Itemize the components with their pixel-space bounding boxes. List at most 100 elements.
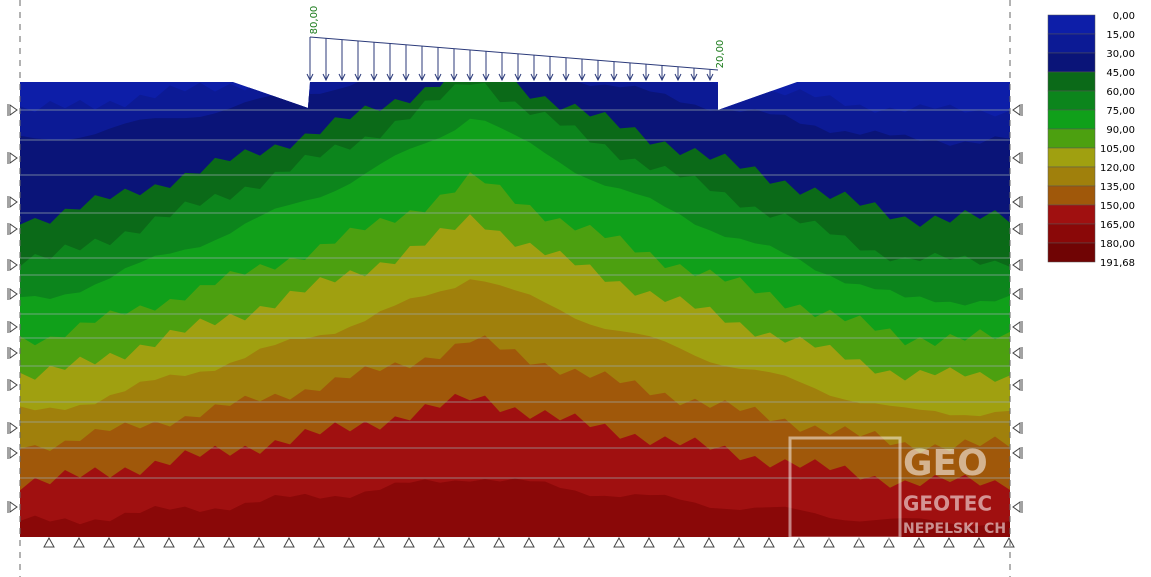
legend-label: 45,00	[1106, 68, 1135, 79]
load-label: 80,00	[309, 6, 320, 35]
support	[1012, 223, 1023, 235]
load-arrow	[578, 59, 586, 82]
support	[793, 536, 805, 548]
support	[7, 501, 18, 513]
support	[7, 223, 18, 235]
support	[1012, 104, 1023, 116]
support	[1012, 379, 1023, 391]
legend-label: 191,68	[1100, 258, 1135, 269]
support	[7, 259, 18, 271]
support	[7, 152, 18, 164]
support	[853, 536, 865, 548]
legend-label: 120,00	[1100, 163, 1135, 174]
support	[643, 536, 655, 548]
legend-label: 180,00	[1100, 239, 1135, 250]
load-arrow	[386, 43, 394, 82]
support	[703, 536, 715, 548]
load-arrow	[674, 66, 682, 82]
legend-swatch	[1047, 147, 1096, 168]
legend-swatch	[1047, 223, 1096, 244]
support	[1012, 447, 1023, 459]
support	[973, 536, 985, 548]
load-arrow	[706, 69, 714, 82]
load-arrow	[418, 46, 426, 82]
support	[313, 536, 325, 548]
support	[823, 536, 835, 548]
watermark: GEO GEOTEC NEPELSKI CH	[788, 436, 1006, 540]
support	[7, 288, 18, 300]
model-decor	[7, 0, 1023, 577]
load-arrow	[306, 37, 314, 82]
legend-swatch	[1047, 71, 1096, 92]
load-line	[309, 36, 719, 71]
support	[763, 536, 775, 548]
support	[223, 536, 235, 548]
support	[1012, 259, 1023, 271]
load-arrow	[434, 47, 442, 82]
load-arrow	[402, 44, 410, 82]
load-arrow	[354, 40, 362, 82]
support	[7, 196, 18, 208]
support	[373, 536, 385, 548]
load-arrow	[562, 57, 570, 82]
support	[7, 379, 18, 391]
load-arrow	[546, 56, 554, 82]
legend-swatch	[1047, 90, 1096, 111]
legend-label: 0,00	[1113, 11, 1135, 22]
support	[1012, 347, 1023, 359]
support	[1012, 501, 1023, 513]
load-arrow	[530, 55, 538, 82]
legend-label: 75,00	[1106, 106, 1135, 117]
support	[613, 536, 625, 548]
support	[103, 536, 115, 548]
legend-label: 150,00	[1100, 201, 1135, 212]
support	[253, 536, 265, 548]
support	[523, 536, 535, 548]
support	[7, 104, 18, 116]
watermark-text: GEOTEC	[903, 492, 992, 516]
support	[1003, 536, 1015, 548]
legend-label: 30,00	[1106, 49, 1135, 60]
legend-swatch	[1047, 166, 1096, 187]
support	[433, 536, 445, 548]
legend-swatch	[1047, 14, 1096, 35]
load-label: 20,00	[715, 40, 726, 69]
legend-label: 15,00	[1106, 30, 1135, 41]
load-arrow	[690, 68, 698, 82]
support	[7, 321, 18, 333]
legend-swatch	[1047, 242, 1096, 263]
load-arrow	[626, 62, 634, 82]
support	[43, 536, 55, 548]
load-arrow	[450, 48, 458, 82]
load-arrow	[322, 38, 330, 82]
watermark-text: NEPELSKI CH	[903, 521, 1006, 537]
support	[7, 447, 18, 459]
load-arrow	[338, 39, 346, 82]
legend-label: 135,00	[1100, 182, 1135, 193]
legend-label: 60,00	[1106, 87, 1135, 98]
load-arrow	[370, 42, 378, 82]
legend-swatch	[1047, 185, 1096, 206]
load-arrow	[658, 65, 666, 82]
load-arrow	[514, 53, 522, 82]
legend: 0,00 15,00 30,00 45,00 60,00 75,00 90,00 105,00…	[1047, 11, 1135, 269]
contour-band	[20, 545, 1010, 577]
support	[7, 347, 18, 359]
contour-bands	[20, 82, 1010, 577]
legend-swatch	[1047, 52, 1096, 73]
legend-swatch	[1047, 204, 1096, 225]
support	[943, 536, 955, 548]
watermark-text: GEO	[903, 443, 988, 484]
support	[1012, 196, 1023, 208]
support	[163, 536, 175, 548]
support	[1012, 288, 1023, 300]
support	[1012, 422, 1023, 434]
support	[1012, 152, 1023, 164]
support	[7, 422, 18, 434]
support	[73, 536, 85, 548]
support	[493, 536, 505, 548]
support	[733, 536, 745, 548]
legend-label: 105,00	[1100, 144, 1135, 155]
contour-band	[20, 478, 1010, 537]
